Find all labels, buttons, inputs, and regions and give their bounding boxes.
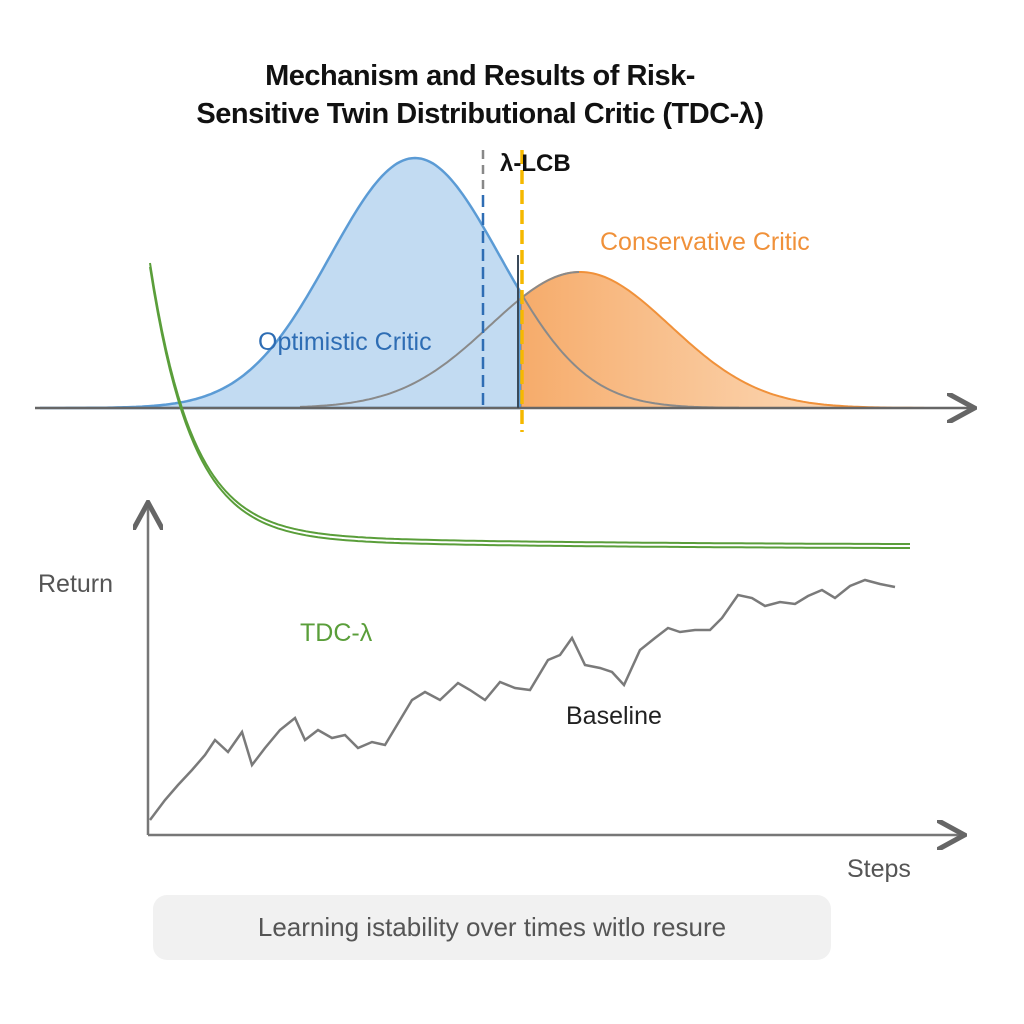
title-line-2: Sensitive Twin Distributional Critic (TD… xyxy=(196,98,764,130)
lcb-label: λ-LCB xyxy=(500,150,571,177)
caption-box: Learning istability over times witlo res… xyxy=(153,895,831,960)
caption-text: Learning istability over times witlo res… xyxy=(257,912,727,942)
tdc-curve xyxy=(149,262,910,545)
conservative-critic-distribution xyxy=(520,271,926,409)
tdc-curve xyxy=(149,266,910,549)
x-axis-label: Steps xyxy=(847,855,911,883)
conservative-critic-label: Conservative Critic xyxy=(600,228,810,256)
optimistic-critic-distribution xyxy=(40,156,522,410)
tdc-label: TDC-λ xyxy=(300,619,373,647)
optimistic-critic-label: Optimistic Critic xyxy=(258,328,432,356)
overlap-outline xyxy=(299,271,580,408)
baseline-label: Baseline xyxy=(566,702,662,730)
y-axis-label: Return xyxy=(38,570,113,598)
figure-title: Mechanism and Results of Risk- Sensitive… xyxy=(0,57,960,133)
title-line-1: Mechanism and Results of Risk- xyxy=(265,60,695,92)
baseline-curve xyxy=(149,578,896,821)
